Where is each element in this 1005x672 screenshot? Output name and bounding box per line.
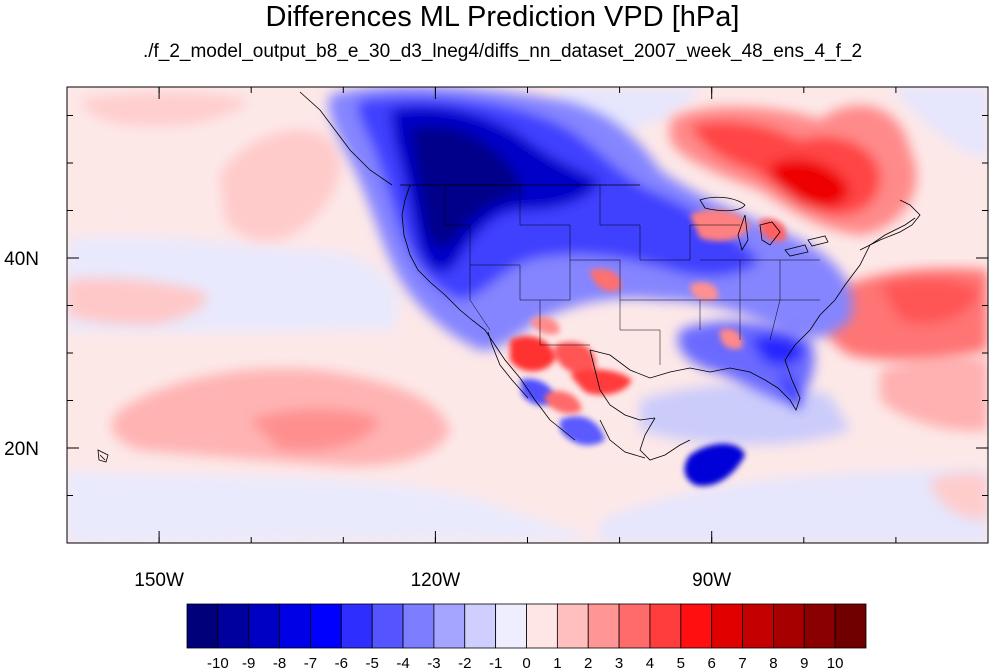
colorbar-label: 3 xyxy=(615,655,623,672)
map-field xyxy=(67,87,988,543)
colorbar-label: -7 xyxy=(304,655,317,672)
pink-regions xyxy=(67,92,988,520)
colorbar-swatch xyxy=(803,603,836,649)
colorbar-swatch xyxy=(248,603,280,649)
colorbar-swatch xyxy=(742,603,774,649)
colorbar-swatch xyxy=(217,603,250,649)
y-tick-label: 40N xyxy=(4,249,39,270)
colorbar-label: -8 xyxy=(273,655,286,672)
colorbar-label: 7 xyxy=(738,655,746,672)
colorbar-swatch xyxy=(649,603,682,649)
colorbar-swatch xyxy=(680,603,713,649)
colorbar-swatch xyxy=(834,603,867,649)
colorbar-label: 5 xyxy=(677,655,685,672)
blue-region-northwest xyxy=(328,87,853,351)
colorbar-label: -2 xyxy=(458,655,471,672)
colorbar-swatch xyxy=(433,603,466,649)
colorbar-swatch xyxy=(495,603,527,649)
colorbar-label: -5 xyxy=(366,655,379,672)
colorbar-label: 8 xyxy=(769,655,777,672)
colorbar-swatch xyxy=(464,603,497,649)
x-tick-label: 150W xyxy=(134,570,184,591)
x-tick-label: 90W xyxy=(692,570,731,591)
x-tick-label: 120W xyxy=(411,570,461,591)
colorbar-label: 0 xyxy=(522,655,530,672)
colorbar-swatch xyxy=(186,603,219,649)
red-region-canada xyxy=(670,105,917,235)
colorbar-swatch xyxy=(711,603,743,649)
colorbar-swatch xyxy=(371,603,404,649)
colorbar-label: 2 xyxy=(584,655,592,672)
colorbar-swatch xyxy=(340,603,373,649)
colorbar-label: -10 xyxy=(207,655,229,672)
blue-region-central-america xyxy=(520,378,745,486)
colorbar-swatch xyxy=(556,603,589,649)
colorbar-label: 4 xyxy=(646,655,654,672)
red-region-southwest xyxy=(510,209,786,414)
axis-ticks: 150W 120W 90W 40N 20N xyxy=(4,87,989,591)
colorbar-label: 10 xyxy=(827,655,844,672)
colorbar-swatch xyxy=(279,603,311,649)
chart-title: Differences ML Prediction VPD [hPa] xyxy=(265,1,740,33)
colorbar-label: 6 xyxy=(708,655,716,672)
colorbar-swatch xyxy=(587,603,620,649)
colorbar-swatch xyxy=(310,603,342,649)
hawaii-coast xyxy=(97,449,109,463)
y-tick-label: 20N xyxy=(4,439,39,460)
colorbar-swatch xyxy=(402,603,435,649)
colorbar-label: -3 xyxy=(427,655,440,672)
colorbar-label: 1 xyxy=(553,655,561,672)
colorbar-swatch xyxy=(618,603,651,649)
colorbar-label: -9 xyxy=(242,655,255,672)
colorbar-swatch xyxy=(773,603,805,649)
red-region-atlantic xyxy=(819,268,988,361)
blue-region-southeast xyxy=(678,321,815,410)
colorbar-label: -6 xyxy=(335,655,348,672)
great-lakes xyxy=(699,196,829,257)
chart-subtitle: ./f_2_model_output_b8_e_30_d3_lneg4/diff… xyxy=(142,41,863,62)
colorbar: -10 -9 -8 -7 -6 -5 -4 -3 -2 -1 0 1 2 3 4 5 6 7 8 9 10 xyxy=(186,603,867,672)
colorbar-swatch xyxy=(526,603,558,649)
colorbar-label: -1 xyxy=(489,655,502,672)
state-borders xyxy=(444,185,820,365)
colorbar-label: 9 xyxy=(800,655,808,672)
colorbar-label: -4 xyxy=(396,655,409,672)
